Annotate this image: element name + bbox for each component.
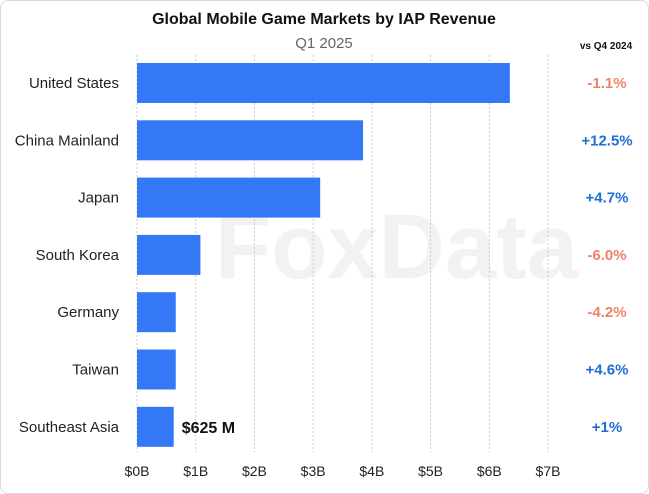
bar [137, 292, 176, 333]
data-label: $625 M [182, 420, 235, 437]
x-tick-label: $5B [418, 463, 443, 479]
category-labels: United States China Mainland Japan South Ko… [15, 75, 120, 436]
bar [137, 177, 321, 218]
bar [137, 406, 174, 447]
category-label: Taiwan [72, 362, 119, 379]
chart-subtitle: Q1 2025 [295, 35, 353, 52]
category-label: United States [29, 75, 119, 92]
x-tick-label: $2B [242, 463, 267, 479]
change-value: -1.1% [587, 75, 626, 92]
category-label: South Korea [36, 247, 120, 264]
x-axis: $0B $1B $2B $3B $4B $5B $6B $7B [125, 463, 561, 479]
bar [137, 63, 510, 103]
change-value: +4.7% [586, 190, 629, 207]
category-label: Japan [78, 190, 119, 207]
x-tick-label: $4B [359, 463, 384, 479]
change-value: +4.6% [586, 362, 629, 379]
category-label: Southeast Asia [19, 419, 120, 436]
change-value: +1% [592, 419, 622, 436]
bar [137, 349, 176, 390]
x-tick-label: $7B [536, 463, 561, 479]
bar [137, 234, 201, 275]
change-labels: -1.1% +12.5% +4.7% -6.0% -4.2% +4.6% +1% [581, 75, 632, 436]
bar [137, 120, 364, 161]
chart-title: Global Mobile Game Markets by IAP Revenu… [152, 11, 496, 28]
category-label: China Mainland [15, 132, 119, 149]
x-tick-label: $1B [183, 463, 208, 479]
x-tick-label: $6B [477, 463, 502, 479]
category-label: Germany [57, 304, 119, 321]
x-tick-label: $3B [301, 463, 326, 479]
change-value: -6.0% [587, 247, 626, 264]
change-column-header: vs Q4 2024 [580, 41, 633, 52]
change-value: -4.2% [587, 304, 626, 321]
change-value: +12.5% [581, 132, 632, 149]
bars: $625 M [137, 63, 510, 447]
x-tick-label: $0B [125, 463, 150, 479]
